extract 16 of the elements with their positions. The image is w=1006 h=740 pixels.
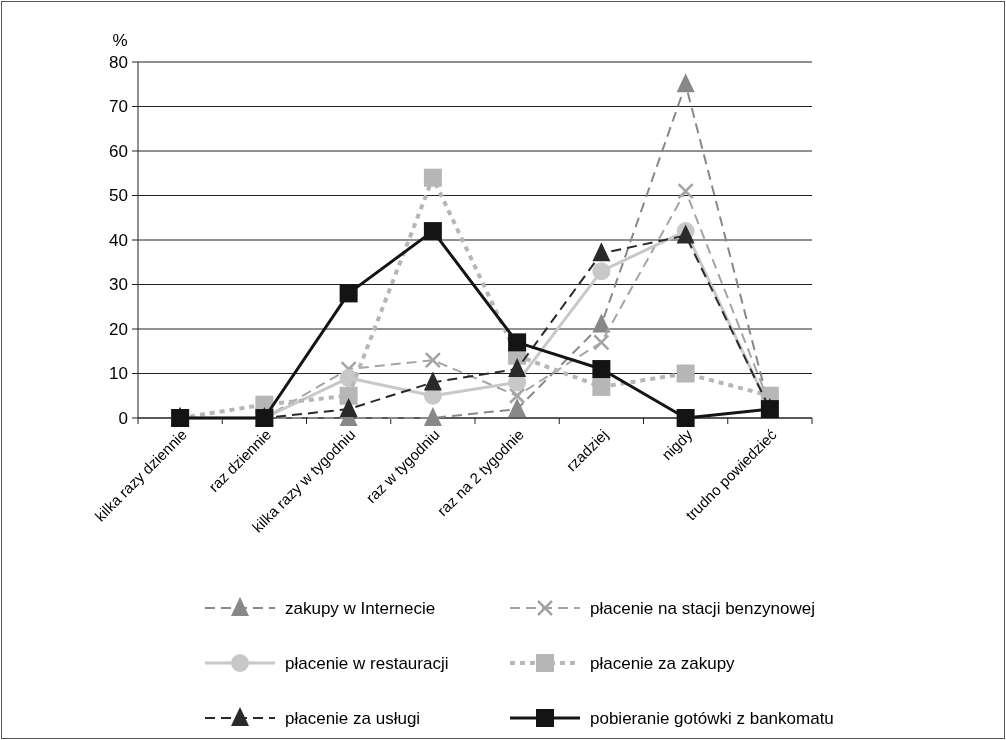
y-tick-label: 70 bbox=[109, 97, 128, 117]
y-tick-label: 10 bbox=[109, 364, 128, 384]
legend-label: płacenie na stacji benzynowej bbox=[590, 598, 815, 618]
y-tick-label: 40 bbox=[109, 230, 128, 250]
legend-label: płacenie w restauracji bbox=[285, 653, 449, 673]
legend-label: pobieranie gotówki z bankomatu bbox=[590, 708, 834, 728]
y-tick-label: 60 bbox=[109, 141, 128, 161]
legend-label: płacenie za zakupy bbox=[590, 653, 736, 673]
legend-label: zakupy w Internecie bbox=[285, 598, 436, 618]
y-tick-label: 20 bbox=[109, 319, 128, 339]
legend-label: płacenie za usługi bbox=[285, 708, 421, 728]
y-axis-title: % bbox=[112, 31, 128, 50]
y-tick-label: 50 bbox=[109, 186, 128, 206]
y-tick-label: 30 bbox=[109, 275, 128, 295]
y-tick-label: 0 bbox=[118, 408, 128, 428]
y-tick-label: 80 bbox=[109, 52, 128, 72]
